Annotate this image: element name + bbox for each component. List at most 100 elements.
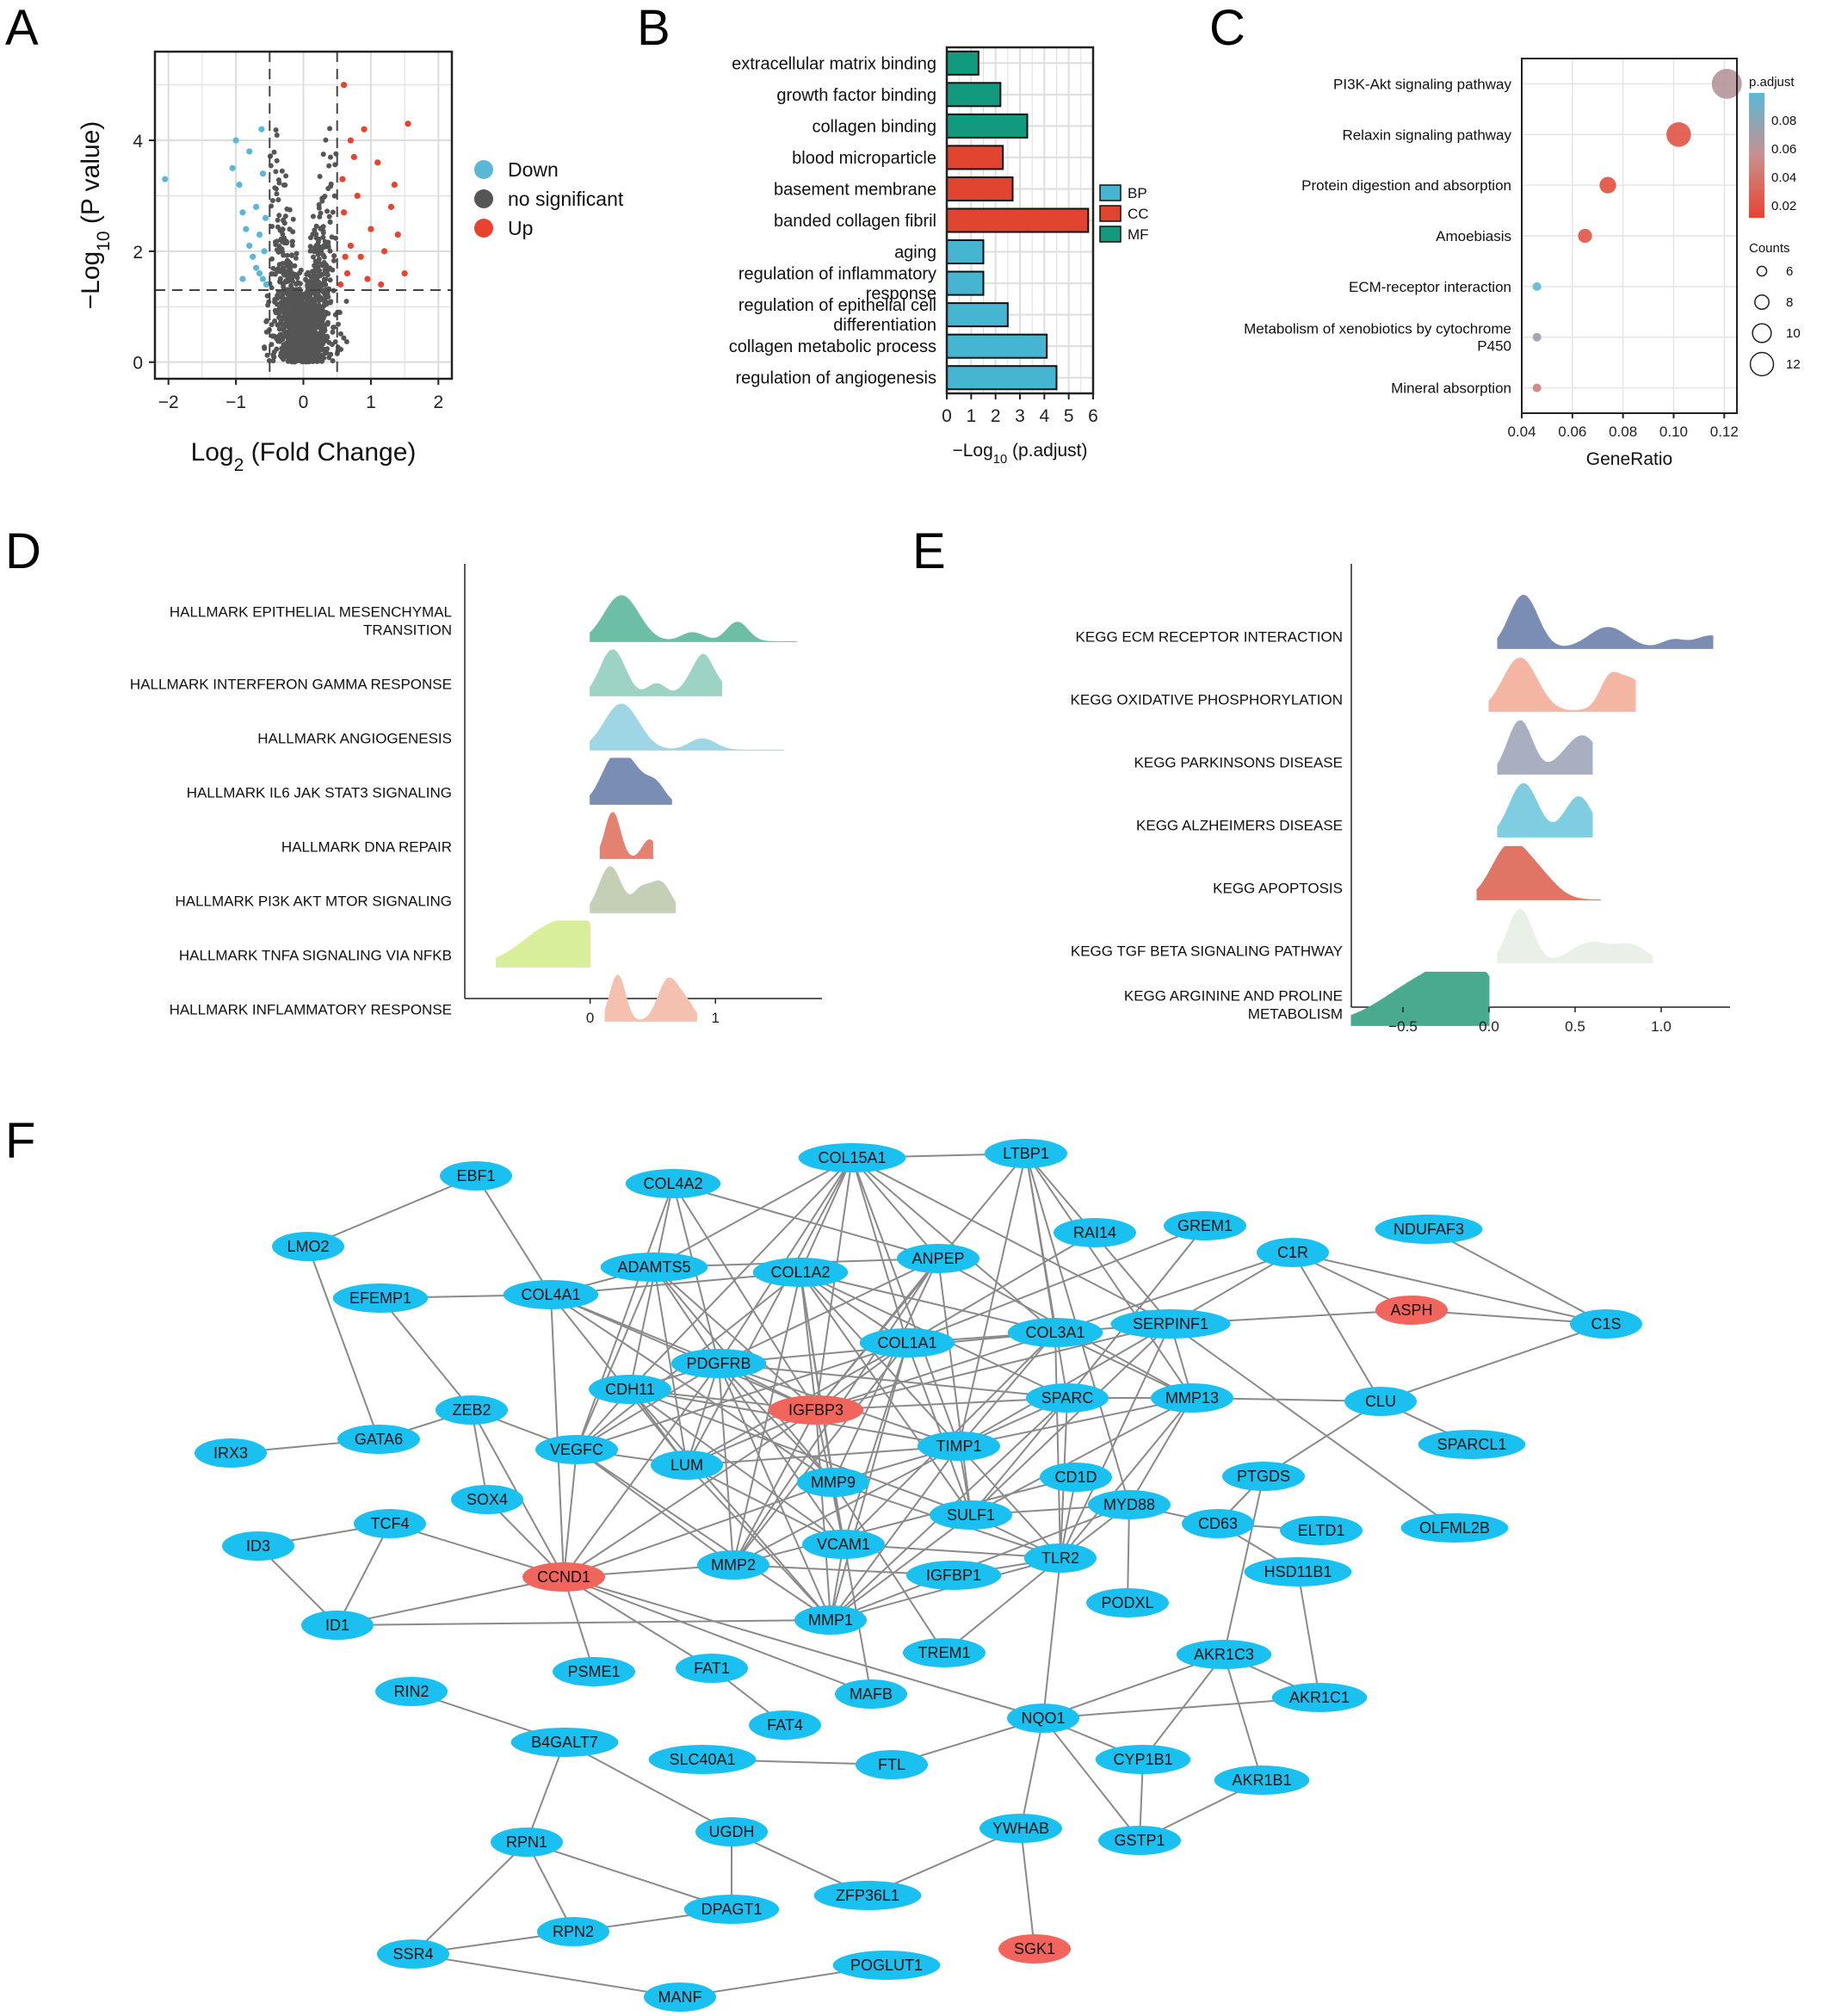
node-ccnd1	[522, 1562, 605, 1592]
node-label-asph: ASPH	[1390, 1302, 1432, 1319]
point-no-significant	[322, 238, 328, 244]
point-no-significant	[305, 282, 311, 288]
x-tick-label: 1	[966, 406, 976, 426]
node-label-c1s: C1S	[1591, 1315, 1621, 1333]
node-label-gata6: GATA6	[355, 1431, 403, 1448]
edge	[718, 1363, 1068, 1399]
point-no-significant	[312, 356, 318, 362]
point-no-significant	[313, 223, 319, 229]
ridge-kegg-alzheimers-disease	[1497, 782, 1593, 838]
y-tick-label: 0	[133, 354, 143, 374]
point-no-significant	[306, 329, 312, 335]
node-cdh11	[589, 1375, 671, 1404]
node-sparc	[1026, 1383, 1109, 1413]
edge	[1054, 1332, 1061, 1559]
point-no-significant	[276, 314, 282, 320]
point-no-significant	[309, 342, 315, 348]
category-label: Amoebiasis	[1436, 228, 1511, 244]
node-rpn2	[537, 1917, 609, 1946]
ridge-kegg-oxidative-phosphorylation	[1488, 657, 1636, 712]
point-no-significant	[286, 314, 292, 320]
node-label-clu: CLU	[1365, 1393, 1396, 1410]
point-no-significant	[296, 318, 302, 324]
category-label: Metabolism of xenobiotics by cytochrome	[1244, 321, 1511, 337]
edge	[337, 1523, 391, 1626]
point-up	[350, 153, 357, 160]
node-label-sox4: SOX4	[467, 1491, 508, 1508]
node-label-c1r: C1R	[1277, 1244, 1308, 1261]
point-no-significant	[269, 197, 275, 203]
node-col4a1	[503, 1280, 599, 1309]
node-eltd1	[1280, 1516, 1363, 1545]
point-no-significant	[317, 174, 323, 180]
edge	[629, 1388, 972, 1516]
panel-label-e: E	[912, 523, 946, 579]
point-no-significant	[313, 337, 319, 343]
point-down	[246, 148, 253, 155]
node-label-dpagt1: DPAGT1	[701, 1901, 763, 1918]
point-no-significant	[274, 133, 280, 139]
point-no-significant	[292, 263, 298, 269]
go-enrichment-bar-chart: extracellular matrix binding growth facto…	[729, 46, 1149, 467]
edge	[1292, 1252, 1381, 1402]
bar-collagen-binding	[946, 113, 1029, 139]
point-no-significant	[315, 285, 321, 291]
point-no-significant	[310, 213, 316, 220]
node-efemp1	[332, 1283, 429, 1313]
kegg-dot-plot: PI3K-Akt signaling pathway Relaxin signal…	[1244, 58, 1801, 469]
edge	[851, 1157, 908, 1344]
edge	[732, 1409, 817, 1566]
point-no-significant	[282, 213, 288, 220]
point-no-significant	[322, 327, 328, 333]
point-up	[374, 159, 381, 166]
point-no-significant	[306, 293, 312, 299]
node-label-poglut1: POGLUT1	[850, 1957, 923, 1974]
bar-basement-membrane	[946, 176, 1014, 201]
x-tick-label: 0.5	[1565, 1018, 1585, 1035]
point-no-significant	[312, 272, 318, 278]
node-rin2	[375, 1677, 448, 1706]
edge	[550, 1294, 817, 1411]
bar-collagen-metabolic-process	[946, 333, 1048, 359]
point-no-significant	[320, 224, 326, 230]
point-no-significant	[266, 357, 272, 363]
edge	[1020, 1717, 1044, 1829]
node-rai14	[1054, 1218, 1136, 1247]
dot-mineral-absorption	[1532, 383, 1542, 393]
point-no-significant	[298, 322, 304, 328]
point-no-significant	[273, 186, 279, 192]
point-no-significant	[272, 299, 278, 305]
category-label: basement membrane	[774, 180, 936, 199]
point-no-significant	[272, 271, 278, 277]
point-no-significant	[281, 272, 287, 278]
edge	[1025, 1153, 1193, 1399]
point-no-significant	[330, 209, 336, 215]
point-no-significant	[322, 194, 328, 200]
node-fat1	[676, 1654, 748, 1683]
point-up	[405, 121, 411, 127]
point-no-significant	[287, 226, 293, 232]
point-no-significant	[316, 311, 322, 317]
point-no-significant	[274, 191, 280, 197]
point-down	[243, 226, 250, 232]
point-no-significant	[320, 234, 326, 240]
edge	[672, 1183, 817, 1411]
edge	[815, 1332, 1056, 1411]
size-legend-circle	[1749, 351, 1775, 377]
edge	[851, 1157, 939, 1259]
point-no-significant	[320, 321, 326, 327]
volcano-plot: −2 −1 0 1 2 0 2 4 Log2 (Fold Change) −Log10 (P va…	[77, 50, 624, 475]
edge	[832, 1481, 872, 1695]
node-label-rai14: RAI14	[1073, 1224, 1116, 1241]
color-legend-title: p.adjust	[1749, 75, 1795, 90]
node-igfbp3	[768, 1395, 864, 1425]
point-no-significant	[288, 324, 294, 330]
edge	[1060, 1397, 1193, 1559]
edge	[576, 1449, 734, 1566]
x-axis-title: GeneRatio	[1586, 449, 1672, 469]
node-label-cd63: CD63	[1198, 1515, 1238, 1532]
point-no-significant	[330, 329, 336, 335]
point-no-significant	[283, 173, 289, 179]
point-up	[357, 253, 364, 260]
